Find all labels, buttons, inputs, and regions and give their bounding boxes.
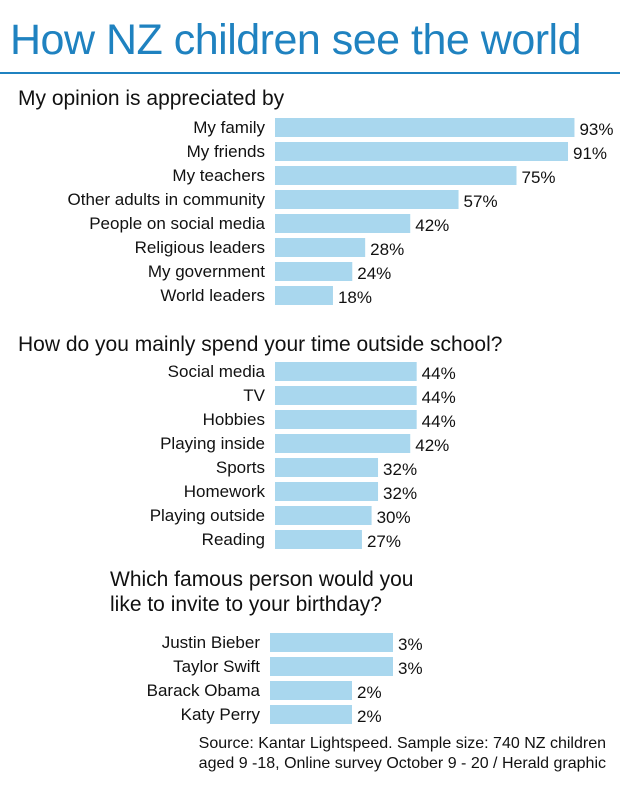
category-label: World leaders (160, 286, 265, 305)
bar (275, 118, 575, 137)
category-label: People on social media (89, 214, 265, 233)
bar (275, 530, 362, 549)
value-label: 2% (357, 707, 382, 726)
bar (275, 386, 417, 405)
bar (275, 214, 411, 233)
chart-3-title-line-2: like to invite to your birthday? (110, 593, 382, 616)
category-label: Sports (216, 458, 265, 477)
value-label: 32% (383, 460, 417, 479)
value-label: 44% (422, 364, 456, 383)
source-line-2: aged 9 -18, Online survey October 9 - 20… (198, 755, 606, 772)
category-label: My government (148, 262, 265, 281)
bar (275, 362, 417, 381)
category-label: Playing outside (150, 506, 265, 525)
bar (275, 166, 517, 185)
category-label: Playing inside (160, 434, 265, 453)
value-label: 3% (398, 659, 423, 678)
chart-1: My family 93% My friends 91% My teachers 75% O… (68, 118, 613, 307)
bar (275, 262, 353, 281)
value-label: 3% (398, 635, 423, 654)
value-label: 93% (579, 120, 613, 139)
chart-1-title: My opinion is appreciated by (18, 87, 285, 110)
chart-3: Justin Bieber 3% Taylor Swift 3% Barack Obam… (147, 633, 423, 726)
bar (270, 633, 393, 652)
chart-2-title: How do you mainly spend your time outsid… (18, 333, 503, 356)
value-label: 27% (367, 532, 401, 551)
category-label: My family (193, 118, 265, 137)
value-label: 57% (464, 192, 498, 211)
category-label: TV (243, 386, 265, 405)
bar (275, 142, 569, 161)
page-title: How NZ children see the world (10, 16, 582, 64)
value-label: 44% (422, 412, 456, 431)
category-label: Hobbies (203, 410, 265, 429)
category-label: Social media (168, 362, 266, 381)
chart-2: Social media 44% TV 44% Hobbies 44% Playing in… (150, 362, 456, 551)
value-label: 42% (415, 436, 449, 455)
value-label: 75% (522, 168, 556, 187)
bar (275, 506, 372, 525)
category-label: Religious leaders (135, 238, 265, 257)
bar (275, 286, 333, 305)
bar (270, 681, 352, 700)
value-label: 18% (338, 288, 372, 307)
bar (275, 190, 459, 209)
value-label: 28% (370, 240, 404, 259)
title-divider (0, 72, 620, 74)
value-label: 30% (377, 508, 411, 527)
value-label: 42% (415, 216, 449, 235)
bar (270, 657, 393, 676)
value-label: 24% (357, 264, 391, 283)
category-label: Taylor Swift (173, 657, 260, 676)
source-note: Source: Kantar Lightspeed. Sample size: … (199, 734, 606, 774)
bar (270, 705, 352, 724)
chart-3-title-line-1: Which famous person would you (110, 568, 414, 591)
value-label: 32% (383, 484, 417, 503)
category-label: Homework (184, 482, 266, 501)
category-label: Justin Bieber (162, 633, 261, 652)
category-label: Katy Perry (181, 705, 261, 724)
category-label: My friends (187, 142, 265, 161)
bar (275, 238, 366, 257)
category-label: Reading (202, 530, 265, 549)
bar (275, 482, 379, 501)
value-label: 2% (357, 683, 382, 702)
bar (275, 434, 411, 453)
bar (275, 458, 379, 477)
value-label: 44% (422, 388, 456, 407)
value-label: 91% (573, 144, 607, 163)
source-line-1: Source: Kantar Lightspeed. Sample size: … (198, 735, 606, 752)
bar (275, 410, 417, 429)
category-label: My teachers (172, 166, 265, 185)
category-label: Barack Obama (147, 681, 261, 700)
category-label: Other adults in community (68, 190, 266, 209)
